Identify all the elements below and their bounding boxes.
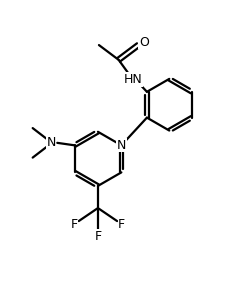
Text: F: F: [70, 218, 78, 231]
Text: N: N: [46, 136, 56, 149]
Text: HN: HN: [124, 73, 143, 86]
Text: O: O: [139, 35, 149, 49]
Text: N: N: [117, 139, 126, 152]
Text: F: F: [118, 218, 125, 231]
Text: F: F: [94, 230, 102, 243]
